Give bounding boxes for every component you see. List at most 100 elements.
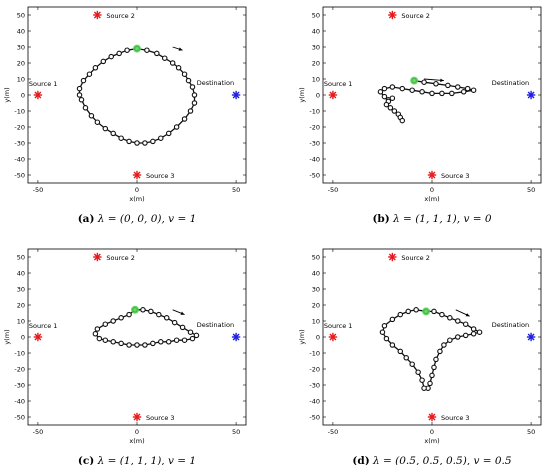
trajectory-point (185, 77, 192, 84)
trajectory-point (399, 117, 406, 124)
trajectory-point (447, 337, 453, 343)
trajectory-point (134, 342, 140, 348)
trajectory-point (462, 332, 469, 339)
trajectory-point (76, 92, 83, 98)
y-tick-label: 0 (316, 91, 320, 99)
y-tick-label: -20 (309, 365, 320, 373)
trajectory-point (187, 108, 194, 114)
y-tick-label: 10 (17, 75, 25, 83)
trajectory-point (80, 77, 87, 84)
y-tick-label: -40 (309, 155, 320, 163)
trajectory-point (100, 58, 107, 65)
source-3-marker (427, 412, 437, 422)
destination-marker-stroke (527, 333, 535, 341)
trajectory-point (187, 329, 194, 335)
y-tick-label: -30 (14, 381, 25, 389)
destination-marker (526, 90, 536, 100)
x-tick-label: -50 (328, 428, 339, 436)
trajectory-point (150, 340, 156, 347)
source-1-marker-stroke (329, 91, 337, 99)
y-tick-label: -10 (309, 107, 320, 115)
trajectory-point (173, 124, 180, 130)
destination-marker (231, 90, 241, 100)
trajectory-point (165, 130, 172, 137)
y-tick-label: -30 (309, 381, 320, 389)
trajectory-point (126, 311, 132, 318)
trajectory-point (470, 331, 477, 337)
trajectory-point (431, 308, 437, 315)
trajectory-point (455, 84, 461, 90)
source-2-label: Source 2 (106, 12, 135, 20)
caption-label: (b) (372, 213, 389, 225)
caption-text: λ = (1, 1, 1), v = 1 (97, 455, 196, 465)
trajectory-point (181, 116, 188, 122)
y-tick-label: -40 (14, 397, 25, 405)
source-3-marker-stroke (133, 413, 141, 421)
trajectory-point (179, 324, 186, 331)
trajectory-point (441, 342, 447, 348)
x-tick-label: 0 (430, 428, 434, 436)
trajectory-point (403, 355, 409, 361)
x-tick-label: -50 (33, 428, 44, 436)
trajectory-point (193, 332, 200, 339)
trajectory-point (462, 321, 469, 327)
y-tick-label: 40 (312, 27, 320, 35)
trajectory-line (381, 309, 482, 389)
start-marker (133, 44, 141, 53)
y-tick-label: 20 (17, 301, 25, 309)
trajectory-point (102, 337, 109, 343)
trajectory-point (78, 97, 85, 103)
trajectory-point (397, 311, 404, 318)
y-axis-label: y(m) (3, 87, 11, 102)
trajectory-point (439, 90, 445, 97)
y-tick-label: 40 (17, 27, 25, 35)
trajectory-point (397, 348, 404, 355)
y-tick-label: 50 (312, 253, 320, 261)
caption-label: (a) (78, 213, 95, 225)
destination-label: Destination (197, 321, 234, 329)
source-2-marker-stroke (388, 253, 396, 261)
trajectory-point (387, 105, 394, 111)
y-axis-label: y(m) (3, 329, 11, 344)
trajectory-point (171, 319, 178, 326)
y-tick-label: 50 (17, 253, 25, 261)
trajectory-point (413, 307, 419, 313)
trajectory-point (165, 339, 172, 345)
trajectory-point (76, 85, 83, 92)
y-tick-label: -10 (14, 107, 25, 115)
trajectory-point (82, 105, 89, 111)
trajectory-point (421, 385, 427, 391)
trajectory-point (181, 337, 188, 343)
x-tick-label: 50 (232, 186, 240, 194)
trajectory-point (110, 318, 116, 324)
trajectory-point (148, 308, 154, 315)
start-marker (422, 307, 431, 316)
caption-text: λ = (0.5, 0.5, 0.5), v = 0.5 (372, 455, 512, 465)
source-1-label: Source 1 (29, 80, 58, 88)
y-tick-label: 40 (17, 269, 25, 277)
y-axis-label: y(m) (298, 87, 306, 102)
trajectory-point (92, 331, 99, 337)
x-tick-label: 0 (430, 186, 434, 194)
trajectory-point (389, 342, 396, 348)
y-tick-label: 0 (316, 333, 320, 341)
direction-arrow-head (440, 78, 444, 83)
trajectory-point (154, 50, 160, 57)
y-tick-label: 20 (312, 59, 320, 67)
trajectory-point (158, 135, 164, 141)
trajectory-point (470, 87, 477, 93)
trajectory-point (189, 84, 196, 90)
trajectory-point (118, 340, 124, 347)
caption-label: (c) (78, 455, 94, 465)
x-tick-label: 50 (527, 428, 535, 436)
trajectory-point (460, 89, 467, 95)
destination-label: Destination (197, 79, 234, 87)
source-1-marker (328, 90, 338, 100)
trajectory-point (429, 372, 435, 379)
chart-panel-a: 50 40 30 20 10 0 -10 -20 -30 -40 -50 -50 0 50 x(m) y(m)… (3, 6, 247, 225)
trajectory-point (383, 335, 390, 342)
trajectory-point (379, 329, 386, 335)
source-3-marker-stroke (133, 171, 141, 179)
trajectory-point (142, 140, 148, 146)
x-tick-label: 0 (135, 428, 139, 436)
